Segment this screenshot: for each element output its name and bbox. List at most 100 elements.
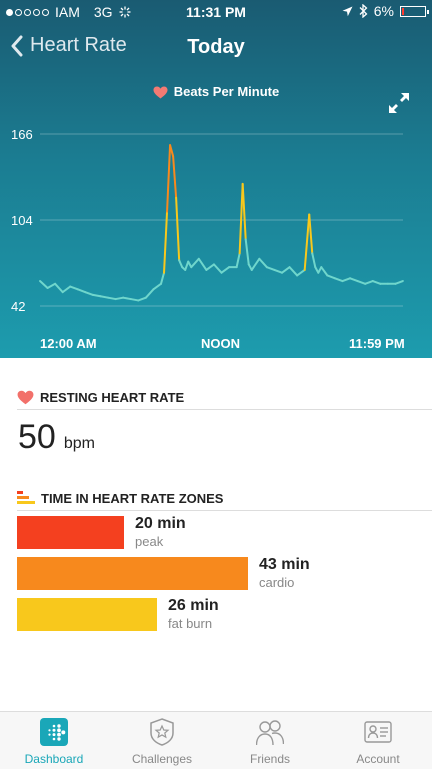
heart-rate-line-segment	[273, 268, 283, 274]
heart-rate-line-segment	[178, 259, 184, 269]
heart-rate-line-segment	[308, 213, 314, 255]
resting-heart-rate-header: RESTING HEART RATE	[0, 386, 432, 408]
heart-rate-line-segment	[364, 280, 374, 285]
x-tick-label: 12:00 AM	[40, 336, 97, 351]
heart-rate-line-segment	[333, 277, 344, 283]
heart-rate-line-segment	[258, 257, 268, 269]
heart-rate-line-segment	[326, 274, 336, 280]
back-button[interactable]: Heart Rate	[10, 34, 127, 57]
heart-rate-line-segment	[172, 155, 178, 199]
tab-label: Challenges	[131, 752, 193, 766]
activity-spinner-icon	[119, 6, 131, 18]
navigation-bar: Heart Rate Today	[0, 32, 432, 66]
heart-rate-line-segment	[54, 282, 64, 294]
tab-dashboard[interactable]: Dashboard	[0, 712, 108, 769]
heart-rate-line-segment	[39, 280, 49, 289]
tab-bar: Dashboard Challenges Friends Account	[0, 711, 432, 769]
cardio-zone-bar	[17, 557, 248, 590]
heart-rate-line-segment	[235, 252, 241, 269]
heart-rate-line-segment	[250, 257, 261, 271]
heart-rate-line-segment	[244, 238, 250, 266]
heart-rate-line-segment	[61, 285, 72, 294]
heart-rate-line-segment	[129, 298, 140, 302]
heart-rate-line-segment	[190, 257, 200, 269]
heart-rate-line-segment	[137, 296, 147, 302]
heart-rate-line-segment	[99, 295, 110, 299]
heart-rate-line-segment	[238, 182, 244, 255]
back-label: Heart Rate	[30, 34, 127, 56]
cardio-zone-name: cardio	[259, 575, 295, 590]
tab-label: Dashboard	[24, 752, 84, 766]
battery-icon	[400, 5, 429, 17]
fat-burn-zone-name: fat burn	[168, 616, 213, 631]
heart-rate-line-segment	[122, 296, 132, 301]
status-time: 11:31 PM	[186, 4, 246, 20]
header-panel: IAM 3G 11:31 PM 6% Heart Rate Today	[0, 0, 432, 358]
expand-icon[interactable]	[388, 92, 410, 114]
location-arrow-icon	[342, 6, 353, 16]
tab-account[interactable]: Account	[324, 712, 432, 769]
x-tick-label: NOON	[201, 336, 240, 351]
network-label: 3G	[93, 4, 113, 20]
heart-rate-line-segment	[69, 285, 79, 291]
heart-rate-line-segment	[152, 282, 162, 291]
heart-rate-line-segment	[169, 144, 175, 158]
heart-rate-line-segment	[114, 296, 125, 301]
status-bar: IAM 3G 11:31 PM 6%	[0, 0, 432, 24]
zones-header: TIME IN HEART RATE ZONES	[0, 487, 432, 509]
heart-rate-line-segment	[205, 263, 215, 271]
heart-rate-line-segment	[163, 210, 169, 274]
tab-label: Account	[356, 752, 400, 766]
heart-rate-line-segment	[320, 266, 329, 277]
heart-rate-line-segment	[303, 213, 311, 271]
heart-rate-line-segment	[220, 266, 231, 274]
heart-rate-line-segment	[184, 260, 190, 271]
heart-rate-chart: 166 104 42 12:00 AM NOON 11:59 PM	[0, 120, 432, 358]
y-tick-label: 166	[11, 127, 33, 142]
chart-legend: Beats Per Minute	[0, 84, 432, 99]
chevron-left-icon	[11, 35, 23, 56]
fat-burn-zone-bar	[17, 598, 157, 631]
heart-rate-line-segment	[356, 280, 367, 285]
cardio-zone-time: 43 min	[259, 556, 310, 573]
carrier-label: IAM	[55, 4, 80, 20]
heart-rate-line-segment	[341, 277, 352, 283]
resting-bpm-number: 50	[18, 418, 56, 456]
heart-rate-zones-section: TIME IN HEART RATE ZONES	[0, 487, 432, 509]
heart-rate-line-segment	[281, 266, 291, 274]
y-tick-label: 104	[11, 213, 33, 228]
x-tick-label: 11:59 PM	[349, 336, 405, 351]
peak-zone-bar	[17, 516, 124, 549]
heart-rate-line-segment	[296, 268, 306, 277]
heart-rate-line-segment	[144, 288, 155, 299]
heart-rate-line-segment	[394, 280, 404, 285]
heart-rate-line-segment	[46, 282, 57, 289]
resting-heart-rate-section: RESTING HEART RATE	[0, 386, 432, 408]
section-title: RESTING HEART RATE	[40, 389, 185, 405]
dashboard-icon	[40, 718, 68, 746]
resting-heart-rate-value: 50 bpm	[18, 418, 95, 457]
signal-strength-icon	[6, 8, 49, 16]
tab-friends[interactable]: Friends	[216, 712, 324, 769]
peak-zone-name: peak	[135, 534, 164, 549]
heart-rate-line-segment	[107, 296, 117, 301]
section-title: TIME IN HEART RATE ZONES	[41, 490, 224, 506]
challenges-icon	[150, 718, 174, 746]
y-tick-label: 42	[11, 299, 26, 314]
heart-icon	[153, 86, 168, 99]
battery-percent: 6%	[373, 3, 394, 19]
heart-icon	[17, 390, 34, 404]
heart-rate-line-segment	[241, 182, 247, 241]
heart-rate-line-segment	[349, 277, 359, 283]
resting-bpm-unit: bpm	[63, 435, 95, 452]
fat-burn-zone-time: 26 min	[168, 597, 219, 614]
tab-challenges[interactable]: Challenges	[108, 712, 216, 769]
heart-rate-line-segment	[212, 263, 223, 274]
peak-zone-time: 20 min	[135, 515, 186, 532]
heart-rate-line-segment	[166, 144, 172, 213]
tab-label: Friends	[249, 752, 290, 766]
bluetooth-icon	[359, 4, 368, 18]
divider	[17, 409, 432, 410]
friends-icon	[256, 720, 284, 746]
zones-bars-icon	[17, 491, 35, 504]
